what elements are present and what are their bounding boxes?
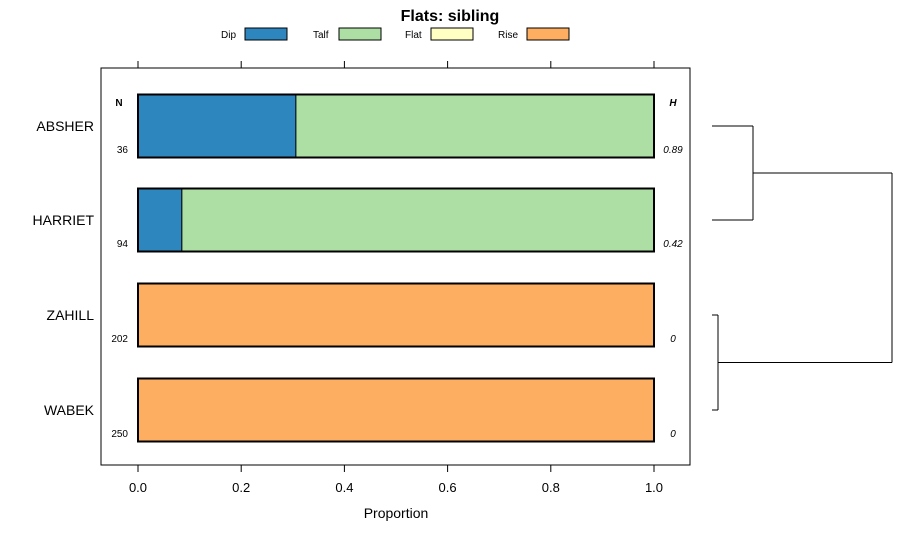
h-header: H: [669, 98, 677, 109]
bar-outline: [137, 282, 655, 348]
legend-label-rise: Rise: [498, 30, 518, 41]
x-tick-label: 0.8: [542, 480, 560, 495]
legend-swatch-flat: [430, 27, 474, 41]
n-value: 94: [117, 239, 129, 250]
n-value: 250: [111, 429, 128, 440]
bar-segment-rise: [137, 378, 655, 442]
bar-segment-talf: [295, 94, 655, 158]
n-value: 36: [117, 145, 129, 156]
h-value: 0: [670, 429, 676, 440]
category-labels: ABSHER 36 0.89 HARRIET 94 0.42 ZAHILL 202 0 WABEK…: [33, 118, 684, 440]
bars: [137, 93, 655, 443]
category-label: ZAHILL: [47, 307, 95, 323]
x-axis-label: Proportion: [364, 505, 429, 521]
h-value: 0.42: [663, 239, 683, 250]
plot-frame: [100, 67, 691, 466]
legend-swatch-talf: [338, 27, 382, 41]
h-value: 0: [670, 334, 676, 345]
x-tick-label: 0.6: [439, 480, 457, 495]
x-tick-label: 0.4: [335, 480, 353, 495]
bar-segment-dip: [137, 94, 297, 158]
category-label: WABEK: [44, 402, 95, 418]
legend-label-flat: Flat: [405, 30, 422, 41]
bar-outline: [137, 377, 655, 443]
top-axis-ticks: [137, 61, 655, 68]
n-value: 202: [111, 334, 128, 345]
n-header: N: [115, 98, 122, 109]
x-tick-label: 0.2: [232, 480, 250, 495]
legend-label-dip: Dip: [221, 30, 236, 41]
legend: Dip Talf Flat Rise: [221, 27, 570, 41]
bar-segment-talf: [181, 188, 655, 252]
x-tick-label: 1.0: [645, 480, 663, 495]
bar-segment-dip: [137, 188, 183, 252]
category-label: HARRIET: [33, 212, 95, 228]
bar-outline: [137, 187, 655, 253]
bar-segment-rise: [137, 283, 655, 347]
chart-title: Flats: sibling: [401, 8, 500, 25]
legend-swatch-dip: [244, 27, 288, 41]
x-tick-label: 0.0: [129, 480, 147, 495]
x-axis: 0.0 0.2 0.4 0.6 0.8 1.0: [129, 465, 663, 495]
dendrogram: [712, 125, 893, 411]
category-label: ABSHER: [36, 118, 94, 134]
bar-outline: [137, 93, 655, 159]
legend-swatch-rise: [526, 27, 570, 41]
h-value: 0.89: [663, 145, 683, 156]
legend-label-talf: Talf: [313, 30, 329, 41]
